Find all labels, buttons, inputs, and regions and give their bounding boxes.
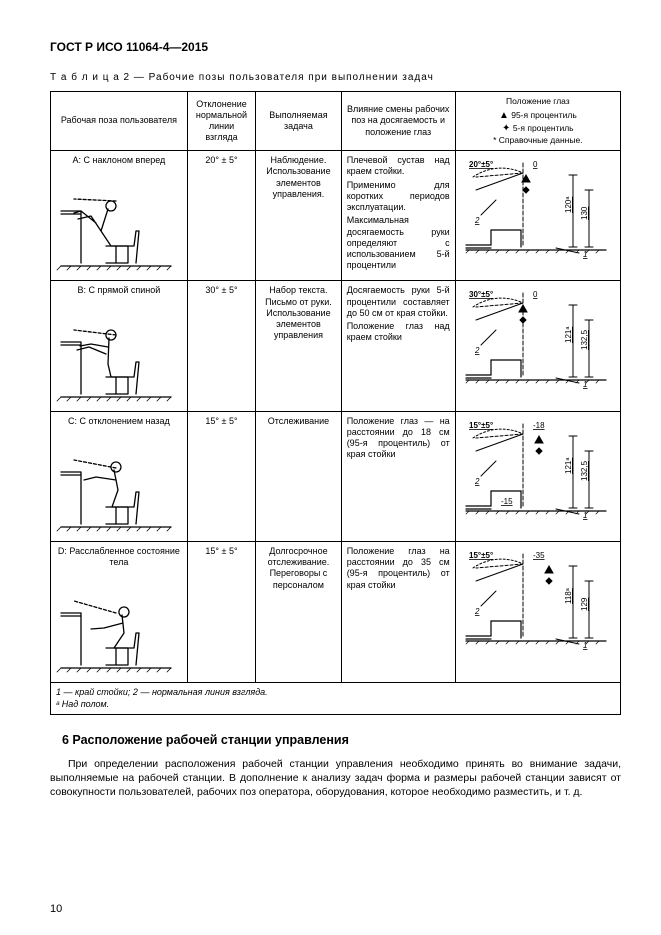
cell-task: Набор текста. Письмо от руки. Использова… — [256, 281, 342, 411]
svg-text:15°±5°: 15°±5° — [469, 551, 493, 560]
svg-text:129: 129 — [580, 597, 589, 611]
table-footnote: 1 — край стойки; 2 — нормальная линия вз… — [51, 683, 621, 715]
svg-text:0: 0 — [533, 290, 538, 299]
posture-figure — [56, 299, 182, 407]
cell-posture: С: С отклонением назад — [51, 411, 188, 541]
svg-text:30°±5°: 30°±5° — [469, 290, 493, 299]
svg-text:1: 1 — [583, 380, 587, 389]
svg-text:130: 130 — [580, 206, 589, 220]
cell-eye-diagram: 30°±5° 0 2 1 121ᵃ 132,5 — [455, 281, 620, 411]
svg-text:121ᵃ: 121ᵃ — [564, 456, 573, 473]
svg-text:120ᵃ: 120ᵃ — [564, 196, 573, 213]
svg-text:1: 1 — [583, 511, 587, 520]
body-paragraph: При определении расположения рабочей ста… — [50, 757, 621, 800]
svg-text:2: 2 — [474, 477, 480, 486]
cell-task: Отслеживание — [256, 411, 342, 541]
svg-text:-35: -35 — [533, 551, 545, 560]
table-row: D: Расслабленное состояние тела 15° ± 5°… — [51, 541, 621, 683]
cell-deviation: 15° ± 5° — [187, 541, 255, 683]
posture-figure — [56, 570, 182, 678]
svg-text:2: 2 — [474, 346, 480, 355]
postures-table: Рабочая поза пользователя Отклонение нор… — [50, 91, 621, 715]
svg-text:1: 1 — [583, 250, 587, 259]
cell-effect: Положение глаз на расстоянии до 35 см (9… — [341, 541, 455, 683]
cell-eye-diagram: 15°±5° -35 2 1 118ᵃ 129 — [455, 541, 620, 683]
section-title: 6 Расположение рабочей станции управлени… — [62, 733, 621, 747]
svg-text:132,5: 132,5 — [580, 460, 589, 481]
cell-effect: Досягаемость руки 5-й процентили составл… — [341, 281, 455, 411]
table-row: С: С отклонением назад 15° ± 5° Отслежив… — [51, 411, 621, 541]
posture-figure — [56, 168, 182, 276]
svg-text:118ᵃ: 118ᵃ — [564, 587, 573, 604]
svg-text:0: 0 — [533, 160, 538, 169]
posture-figure — [56, 429, 182, 537]
col-header-effect: Влияние смены рабочих поз на досягаемост… — [341, 92, 455, 151]
cell-deviation: 15° ± 5° — [187, 411, 255, 541]
page-number: 10 — [50, 903, 62, 915]
col-header-deviation: Отклонение нормальной линии взгляда — [187, 92, 255, 151]
table-caption: Т а б л и ц а 2 — Рабочие позы пользоват… — [50, 72, 621, 83]
cell-task: Наблюдение. Использование элементов упра… — [256, 151, 342, 281]
svg-text:132,5: 132,5 — [580, 330, 589, 351]
cell-effect: Положение глаз — на расстоянии до 18 см … — [341, 411, 455, 541]
legend-95: ▲ 95-я процентиль — [461, 109, 615, 122]
cell-posture: D: Расслабленное состояние тела — [51, 541, 188, 683]
legend-title: Положение глаз — [461, 96, 615, 107]
col-header-task: Выполняемая задача — [256, 92, 342, 151]
svg-text:-18: -18 — [533, 421, 545, 430]
legend-5: ✦ 5-я процентиль — [461, 122, 615, 135]
svg-text:2: 2 — [474, 216, 480, 225]
legend-ref: * Справочные данные. — [461, 135, 615, 146]
cell-deviation: 20° ± 5° — [187, 151, 255, 281]
svg-text:-15: -15 — [501, 497, 513, 506]
table-row: B: С прямой спиной 30° ± 5° Набор текста… — [51, 281, 621, 411]
cell-posture: B: С прямой спиной — [51, 281, 188, 411]
cell-deviation: 30° ± 5° — [187, 281, 255, 411]
cell-eye-diagram: 20°±5° 0 2 1 120ᵃ 130 — [455, 151, 620, 281]
svg-text:121ᵃ: 121ᵃ — [564, 326, 573, 343]
col-header-posture: Рабочая поза пользователя — [51, 92, 188, 151]
cell-eye-diagram: 15°±5° -18 -15 2 1 121ᵃ 132,5 — [455, 411, 620, 541]
svg-text:20°±5°: 20°±5° — [469, 160, 493, 169]
cell-posture: А: С наклоном вперед — [51, 151, 188, 281]
svg-text:1: 1 — [583, 641, 587, 650]
cell-task: Долгосрочное отслеживание. Переговоры с … — [256, 541, 342, 683]
table-row: А: С наклоном вперед 20° ± 5° Наблюдение… — [51, 151, 621, 281]
svg-text:15°±5°: 15°±5° — [469, 421, 493, 430]
col-header-eye: Положение глаз ▲ 95-я процентиль ✦ 5-я п… — [455, 92, 620, 151]
svg-text:2: 2 — [474, 607, 480, 616]
document-header: ГОСТ Р ИСО 11064-4—2015 — [50, 40, 621, 54]
cell-effect: Плечевой сустав над краем стойки.Примени… — [341, 151, 455, 281]
